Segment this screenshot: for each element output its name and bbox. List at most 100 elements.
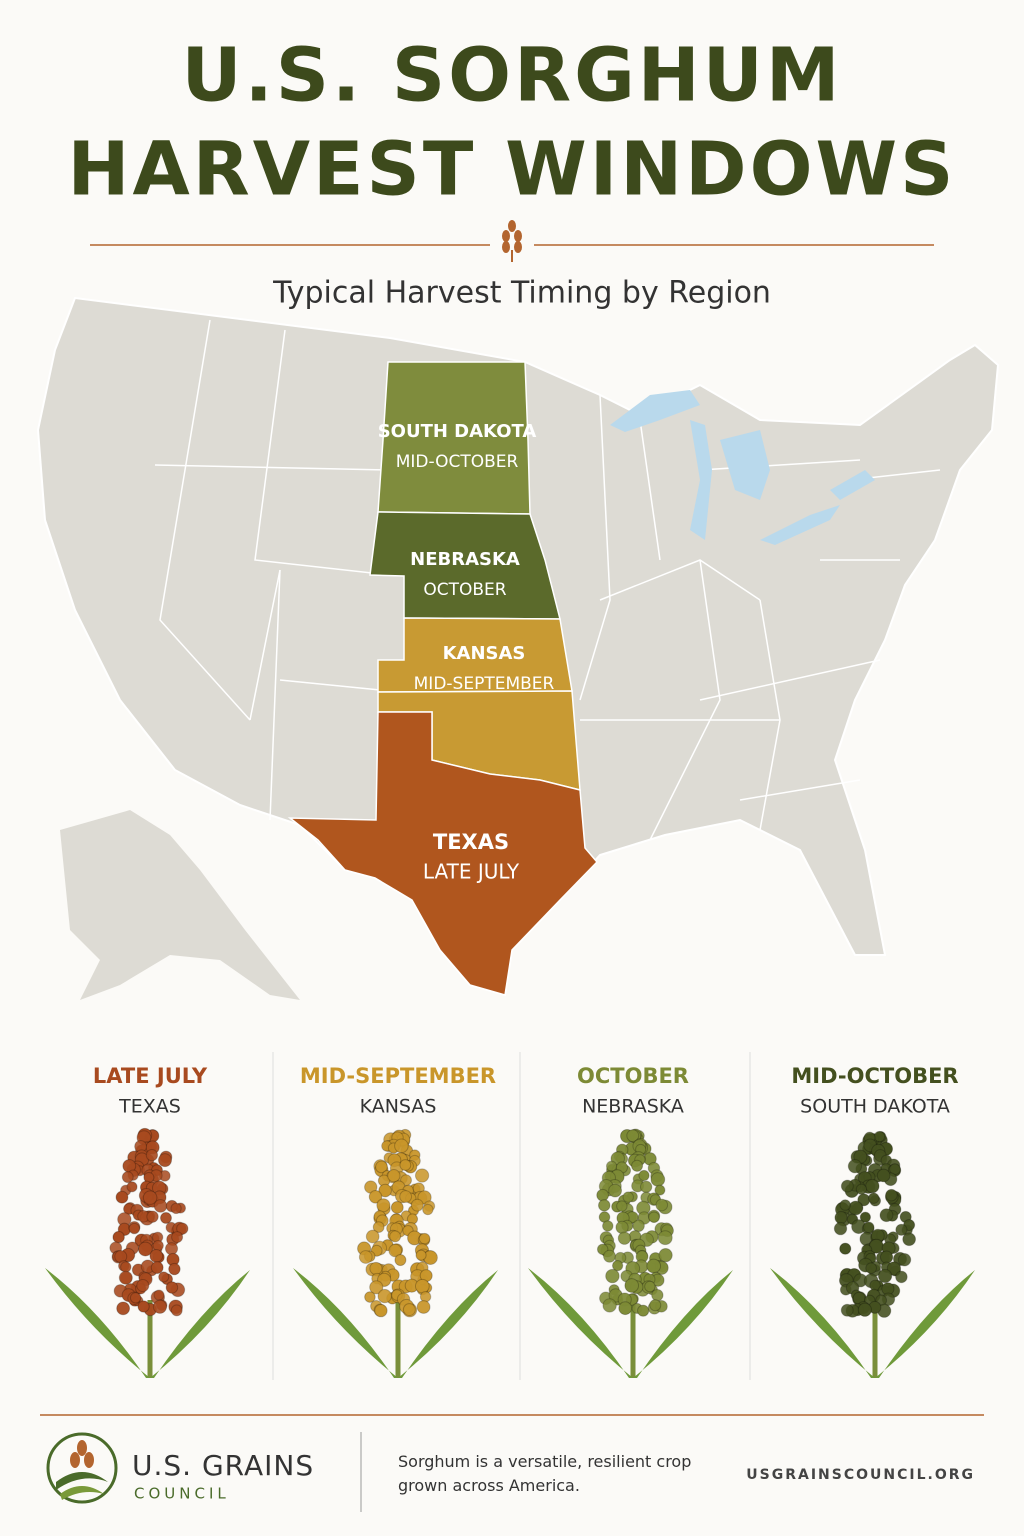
grain [375,1160,388,1174]
grain [612,1259,624,1272]
leaf [45,1268,150,1378]
leaf [633,1270,733,1378]
grain [364,1291,376,1303]
grain [848,1200,864,1216]
grain [865,1178,880,1194]
grain [170,1202,182,1215]
grain [390,1201,404,1214]
state-borders [154,319,941,841]
grain [372,1221,385,1233]
grain [402,1303,416,1317]
grain [118,1270,133,1285]
leaf [770,1268,875,1378]
grain [618,1301,633,1316]
leaf [293,1268,398,1378]
grain [116,1301,131,1316]
grain [128,1222,141,1235]
state-name: TEXAS [118,1096,181,1118]
grain [158,1271,170,1283]
grain [889,1163,901,1176]
grain [358,1250,373,1264]
grain [165,1281,179,1294]
harvest-timing: OCTOBER [423,580,506,600]
grain [416,1300,431,1314]
grain [153,1199,168,1213]
grain [616,1200,628,1212]
leaf [150,1270,250,1378]
grain [834,1211,848,1225]
state-label: SOUTH DAKOTA [378,421,537,442]
sorghum-plant [770,1130,975,1378]
leaf [875,1270,975,1378]
grain [152,1239,164,1252]
state-label: NEBRASKA [410,549,520,570]
grain [150,1261,164,1275]
alaska [60,810,300,1000]
grain [650,1172,666,1187]
grain [596,1243,609,1256]
title-line: U.S. SORGHUM [182,33,843,119]
grain [651,1288,664,1302]
grain [369,1261,383,1276]
grain [377,1288,392,1304]
grain [865,1262,877,1275]
grain [153,1289,165,1301]
grain [632,1219,645,1233]
grain [365,1229,380,1244]
grain [897,1253,912,1267]
grain [164,1242,179,1256]
state-label: KANSAS [443,643,526,664]
grain [137,1241,153,1257]
state-name: SOUTH DAKOTA [800,1096,950,1118]
grain [152,1299,168,1314]
grain [639,1180,653,1194]
grain [120,1261,132,1273]
grain [176,1222,189,1235]
state-label: TEXAS [433,830,509,854]
grain [602,1220,614,1232]
state-name: NEBRASKA [582,1096,684,1118]
logo-name: U.S. GRAINS [132,1449,314,1482]
grain [877,1268,893,1284]
grain [145,1148,159,1162]
grain [855,1183,868,1195]
grain [658,1248,673,1263]
grain [654,1184,666,1196]
harvest-timing: MID-SEPTEMBER [414,674,555,694]
grain [129,1292,142,1304]
sorghum-plant [293,1128,498,1378]
website: USGRAINSCOUNCIL.ORG [746,1467,975,1483]
harvest-timing: MID-SEPTEMBER [300,1064,496,1088]
grain [626,1129,640,1143]
grain [644,1280,656,1293]
timeline: LATE JULY TEXAS MID-SEPTEMBER KANSAS OCTOBER… [45,1052,975,1380]
grain [624,1278,640,1293]
harvest-timing: MID-OCTOBER [791,1064,958,1088]
grain [170,1304,183,1317]
grain [833,1221,848,1236]
grain [394,1254,407,1267]
grain [115,1190,129,1204]
grain [415,1249,427,1261]
logo-sub: COUNCIL [134,1485,230,1503]
grain [859,1211,871,1223]
leaf [398,1270,498,1378]
sorghum-plant [45,1127,250,1378]
grain [657,1230,673,1246]
grain [376,1198,391,1213]
grain [149,1248,164,1263]
grain [121,1171,134,1184]
grain [389,1230,402,1243]
grain [410,1198,424,1212]
grain [378,1183,392,1198]
state-name: KANSAS [360,1096,437,1118]
grain [879,1208,894,1223]
title-line: HARVEST WINDOWS [68,127,957,213]
grain [387,1169,401,1183]
grain [142,1190,158,1205]
grain [394,1138,409,1154]
grain [867,1192,880,1204]
tagline: Sorghum is a versatile, resilient crop g… [398,1452,692,1495]
grain [876,1168,891,1183]
